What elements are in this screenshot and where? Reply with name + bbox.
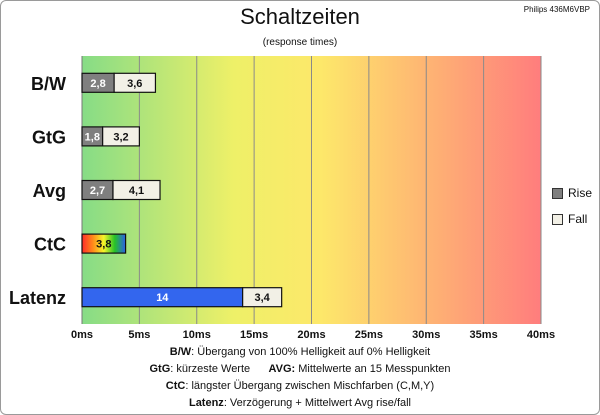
note-latency-key: Latenz [188, 397, 224, 409]
note-latency-text: : Verzögerung + Mittelwert Avg rise/fall [223, 397, 412, 409]
x-tick-label: 40ms [527, 329, 555, 341]
x-tick-label: 0ms [71, 329, 93, 341]
note-bw-key: B/W [169, 346, 192, 358]
chart-legend: Rise Fall [552, 180, 592, 232]
bar-value-label: 4,1 [129, 185, 144, 197]
note-ctc-key: CtC [165, 380, 186, 392]
bar-value-label: 3,6 [127, 78, 142, 90]
note-gtg-avg: GtG: kürzeste Werte AVG: Mittelwerte an … [0, 361, 600, 378]
bar-value-label: 1,8 [85, 131, 100, 143]
legend-label-rise: Rise [568, 186, 593, 200]
legend-item-rise: Rise [552, 180, 592, 206]
note-gtg-text: : kürzeste Werte [170, 363, 251, 375]
legend-swatch-rise [552, 187, 563, 199]
legend-swatch-fall [552, 213, 563, 225]
bar-value-label: 3,4 [255, 292, 271, 304]
x-tick-label: 35ms [470, 329, 498, 341]
bar-segment [81, 233, 127, 254]
legend-label-fall: Fall [568, 212, 588, 226]
x-tick-label: 30ms [412, 329, 440, 341]
bar-segment [242, 287, 283, 308]
note-avg-text: Mittelwerte an 15 Messpunkten [298, 363, 451, 375]
category-label: Avg [33, 181, 66, 201]
bar-value-label: 3,8 [96, 239, 111, 251]
category-label: B/W [31, 74, 66, 94]
legend-item-fall: Fall [552, 206, 592, 232]
bar-value-label: 2,8 [90, 78, 105, 90]
note-avg-key: AVG: [268, 363, 296, 375]
x-tick-label: 20ms [297, 329, 325, 341]
bar-segment [112, 179, 161, 201]
chart-title: Schaltzeiten [240, 4, 360, 29]
note-ctc-text: : längster Übergang zwischen Mischfarben… [185, 380, 435, 392]
category-label: CtC [34, 235, 66, 255]
monitor-model-label: Philips 436M6VBP [523, 5, 590, 14]
bar-value-label: 14 [156, 292, 169, 304]
bar-segment [113, 72, 157, 93]
note-bw-text: : Übergang von 100% Helligkeit auf 0% He… [191, 346, 431, 358]
category-label: GtG [32, 127, 66, 147]
note-ctc: CtC: längster Übergang zwischen Mischfar… [0, 378, 600, 395]
bar-value-label: 2,7 [90, 185, 105, 197]
chart-subtitle: (response times) [262, 37, 338, 48]
x-tick-label: 25ms [355, 329, 383, 341]
note-latency: Latenz: Verzögerung + Mittelwert Avg ris… [0, 395, 600, 412]
bar-value-label: 3,2 [113, 131, 128, 143]
note-gtg-key: GtG [149, 363, 171, 375]
x-tick-label: 15ms [240, 329, 268, 341]
note-bw: B/W: Übergang von 100% Helligkeit auf 0%… [0, 344, 600, 361]
x-tick-label: 10ms [183, 329, 211, 341]
category-label: Latenz [9, 288, 66, 308]
bar-segment [102, 126, 140, 147]
chart-notes: B/W: Übergang von 100% Helligkeit auf 0%… [0, 344, 600, 412]
x-tick-label: 5ms [128, 329, 150, 341]
